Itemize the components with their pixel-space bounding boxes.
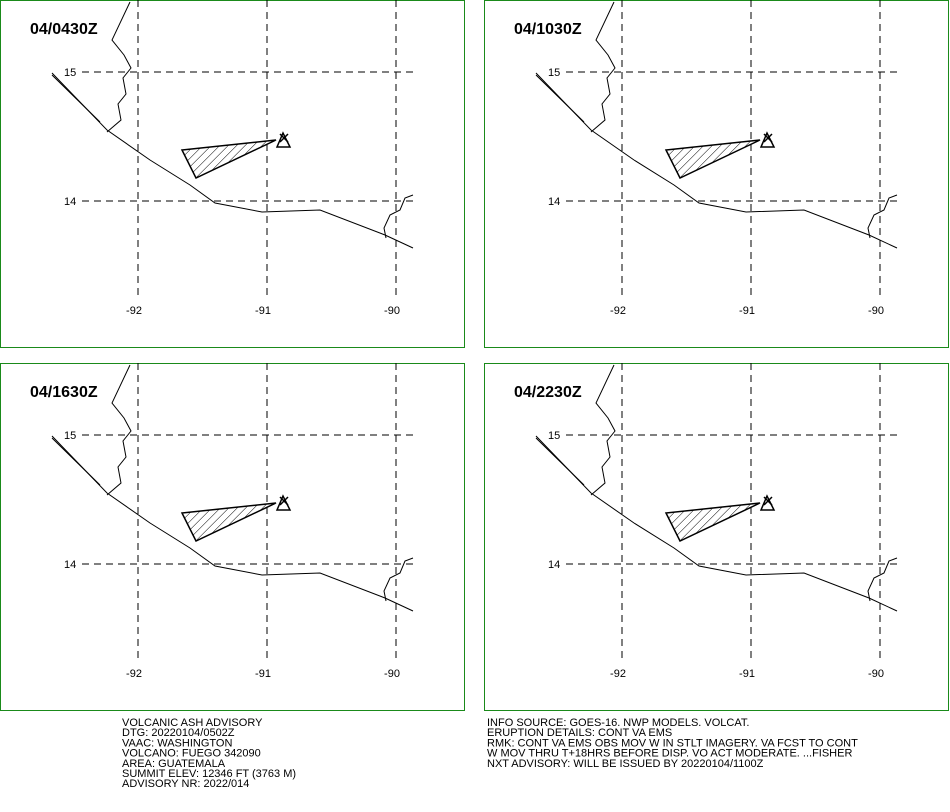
advisory-line: DTG: 20220104/0502Z xyxy=(122,727,235,739)
panel-time: 04/1630Z xyxy=(30,384,98,401)
lat-label: 15 xyxy=(64,430,76,442)
panel-time: 04/1030Z xyxy=(514,21,582,38)
lon-label: -90 xyxy=(868,668,884,680)
lon-label: -92 xyxy=(126,305,142,317)
advisory-line: ERUPTION DETAILS: CONT VA EMS xyxy=(487,727,672,739)
lon-label: -91 xyxy=(255,305,271,317)
geography xyxy=(535,1,898,249)
advisory-line: VOLCANIC ASH ADVISORY xyxy=(122,717,263,729)
lon-label: -92 xyxy=(610,305,626,317)
lat-label: 14 xyxy=(64,196,76,208)
lon-label: -91 xyxy=(255,668,271,680)
geography xyxy=(535,364,898,612)
map-panel: -92 -91 -90 15 14 04/1030Z xyxy=(484,0,949,348)
lat-label: 14 xyxy=(64,559,76,571)
panel-frame xyxy=(484,363,949,711)
panel-frame xyxy=(0,0,465,348)
advisory-line: VOLCANO: FUEGO 342090 xyxy=(122,748,261,760)
panel-frame xyxy=(484,0,949,348)
lon-label: -92 xyxy=(126,668,142,680)
advisory-line: INFO SOURCE: GOES-16. NWP MODELS. VOLCAT… xyxy=(487,717,749,729)
lon-label: -90 xyxy=(384,668,400,680)
lat-label: 15 xyxy=(548,430,560,442)
map-panel: -92 -91 -90 15 14 04/0430Z xyxy=(0,0,465,348)
lon-label: -91 xyxy=(739,668,755,680)
panel-frame xyxy=(0,363,465,711)
advisory-line: NXT ADVISORY: WILL BE ISSUED BY 20220104… xyxy=(487,758,764,770)
advisory-line: VAAC: WASHINGTON xyxy=(122,737,232,749)
lat-label: 14 xyxy=(548,559,560,571)
panel-time: 04/2230Z xyxy=(514,384,582,401)
advisory-line: RMK: CONT VA EMS OBS MOV W IN STLT IMAGE… xyxy=(487,737,858,749)
advisory-line: ADVISORY NR: 2022/014 xyxy=(122,778,249,790)
lat-label: 14 xyxy=(548,196,560,208)
lon-label: -91 xyxy=(739,305,755,317)
advisory-line: W MOV THRU T+18HRS BEFORE DISP. VO ACT M… xyxy=(487,748,852,760)
geography xyxy=(51,364,414,612)
lon-label: -92 xyxy=(610,668,626,680)
advisory-line: SUMMIT ELEV: 12346 FT (3763 M) xyxy=(122,768,296,780)
lat-label: 15 xyxy=(64,67,76,79)
panel-time: 04/0430Z xyxy=(30,21,98,38)
map-panel: -92 -91 -90 15 14 04/2230Z xyxy=(484,363,949,711)
advisory-line: AREA: GUATEMALA xyxy=(122,758,226,770)
lon-label: -90 xyxy=(868,305,884,317)
map-panel: -92 -91 -90 15 14 04/1630Z xyxy=(0,363,465,711)
lon-label: -90 xyxy=(384,305,400,317)
lat-label: 15 xyxy=(548,67,560,79)
geography xyxy=(51,1,414,249)
